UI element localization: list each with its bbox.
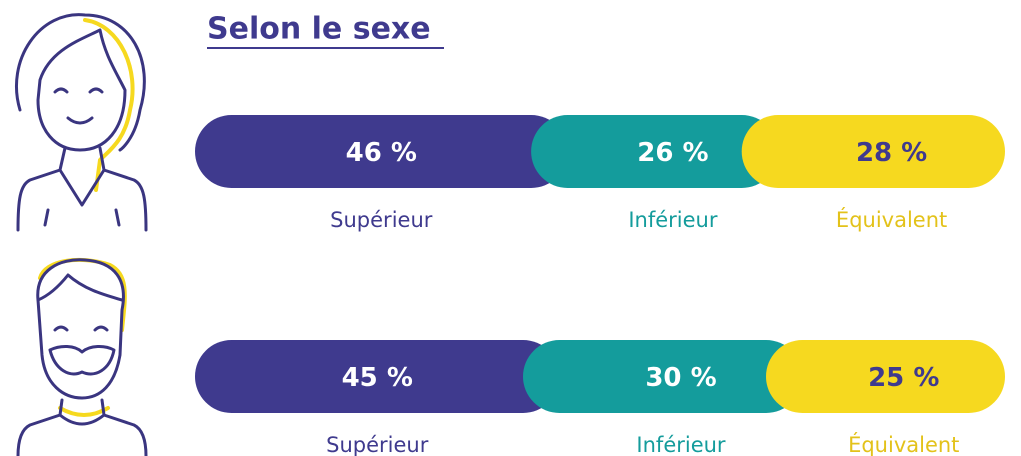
woman-icon [14, 13, 148, 232]
legend-label: Inférieur [636, 433, 726, 456]
legend-label: Équivalent [848, 432, 959, 456]
value-label: 25 % [868, 363, 939, 393]
value-label: 30 % [645, 363, 716, 393]
value-label: 45 % [342, 363, 413, 393]
legend-label: Équivalent [836, 207, 947, 232]
value-label: 46 % [346, 138, 417, 168]
bar-segment [531, 115, 779, 188]
bar-segment [195, 340, 560, 413]
bar-segment [195, 115, 568, 188]
title: Selon le sexe [207, 12, 431, 47]
legend-label: Supérieur [326, 433, 429, 456]
bar-segment [523, 340, 803, 413]
legend-label: Supérieur [330, 208, 433, 232]
value-label: 26 % [637, 138, 708, 168]
bar-segment [741, 115, 1005, 188]
bar-segment [766, 340, 1005, 413]
value-label: 28 % [856, 138, 927, 168]
legend-label: Inférieur [628, 208, 718, 232]
man-icon [16, 257, 148, 456]
